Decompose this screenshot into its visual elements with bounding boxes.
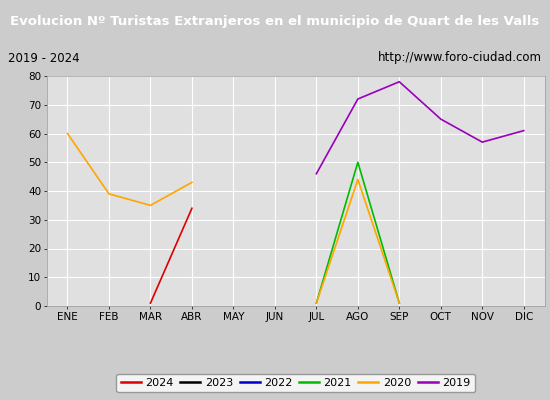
Legend: 2024, 2023, 2022, 2021, 2020, 2019: 2024, 2023, 2022, 2021, 2020, 2019 <box>116 374 475 392</box>
Text: http://www.foro-ciudad.com: http://www.foro-ciudad.com <box>378 52 542 64</box>
Text: Evolucion Nº Turistas Extranjeros en el municipio de Quart de les Valls: Evolucion Nº Turistas Extranjeros en el … <box>10 14 540 28</box>
Text: 2019 - 2024: 2019 - 2024 <box>8 52 80 64</box>
